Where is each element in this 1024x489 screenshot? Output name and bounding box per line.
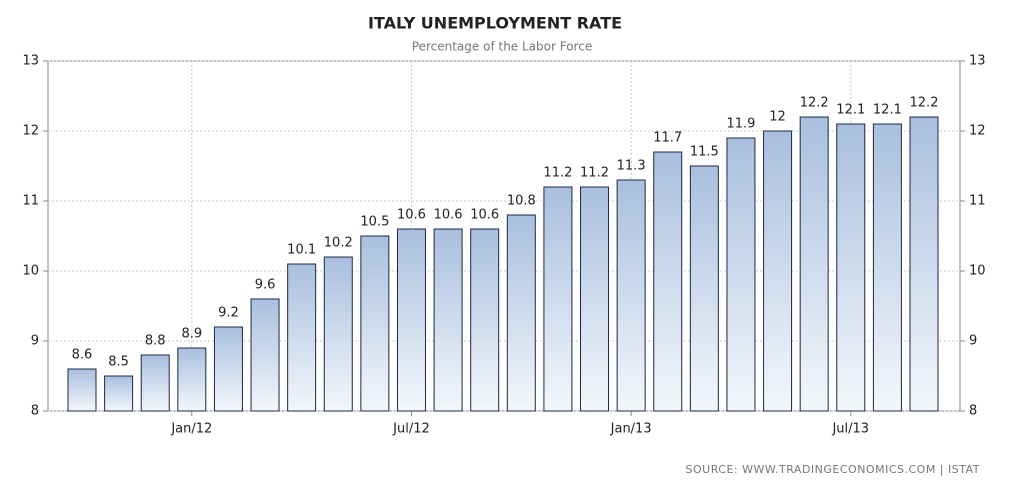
bar: [763, 130, 793, 412]
value-label: 12.1: [836, 103, 865, 118]
bar: [287, 263, 317, 412]
y2-tick-label: 9: [969, 334, 977, 349]
bar: [104, 375, 134, 412]
bar: [616, 179, 646, 412]
y-tick-label: 11: [22, 194, 39, 209]
bar: [67, 368, 97, 412]
bar: [836, 123, 866, 412]
value-label: 11.9: [726, 117, 755, 132]
y-tick-label: 9: [31, 334, 39, 349]
value-label: 10.6: [397, 208, 426, 223]
bar: [323, 256, 353, 412]
y-tick-label: 12: [22, 124, 39, 139]
value-label: 12.1: [873, 103, 902, 118]
bar: [543, 186, 573, 412]
value-label: 10.5: [360, 215, 389, 230]
x-tick-label: Jul/13: [831, 422, 869, 437]
chart-subtitle: Percentage of the Labor Force: [412, 40, 592, 54]
value-label: 8.8: [145, 334, 166, 349]
bar: [689, 165, 719, 412]
bar: [213, 326, 243, 412]
y-tick-label: 13: [22, 54, 39, 69]
value-label: 9.6: [255, 278, 276, 293]
value-label: 10.8: [507, 194, 536, 209]
y2-tick-label: 13: [969, 54, 986, 69]
y2-tick-label: 8: [969, 404, 977, 419]
value-label: 8.6: [72, 348, 93, 363]
x-tick-label: Jan/12: [170, 422, 212, 437]
bar: [177, 347, 207, 412]
source: SOURCE: WWW.TRADINGECONOMICS.COM | ISTAT: [686, 463, 980, 476]
bar: [653, 151, 683, 412]
value-label: 12.2: [800, 96, 829, 111]
y-tick-label: 10: [22, 264, 39, 279]
bar: [580, 186, 610, 412]
value-label: 11.7: [653, 131, 682, 146]
bar: [360, 235, 390, 412]
value-label: 8.5: [108, 355, 129, 370]
value-label: 8.9: [181, 327, 202, 342]
y2-tick-label: 12: [969, 124, 986, 139]
bar: [250, 298, 280, 412]
value-label: 12: [769, 110, 786, 125]
y2-tick-label: 11: [969, 194, 986, 209]
bar: [799, 116, 829, 412]
value-label: 10.1: [287, 243, 316, 258]
bar: [726, 137, 756, 412]
y2-tick-label: 10: [969, 264, 986, 279]
value-label: 11.2: [580, 166, 609, 181]
value-label: 12.2: [910, 96, 939, 111]
value-label: 11.3: [617, 159, 646, 174]
value-label: 10.2: [324, 236, 353, 251]
value-label: 11.2: [543, 166, 572, 181]
x-tick-label: Jul/12: [392, 422, 430, 437]
value-label: 11.5: [690, 145, 719, 160]
value-label: 10.6: [470, 208, 499, 223]
chart-title: ITALY UNEMPLOYMENT RATE: [368, 14, 622, 33]
bar: [433, 228, 463, 412]
bar: [470, 228, 500, 412]
value-label: 9.2: [218, 306, 239, 321]
x-tick-label: Jan/13: [610, 422, 652, 437]
value-label: 10.6: [434, 208, 463, 223]
bar: [506, 214, 536, 412]
y-tick-label: 8: [31, 404, 39, 419]
bar: [872, 123, 902, 412]
bar: [140, 354, 170, 412]
bar: [909, 116, 939, 412]
bar: [396, 228, 426, 412]
